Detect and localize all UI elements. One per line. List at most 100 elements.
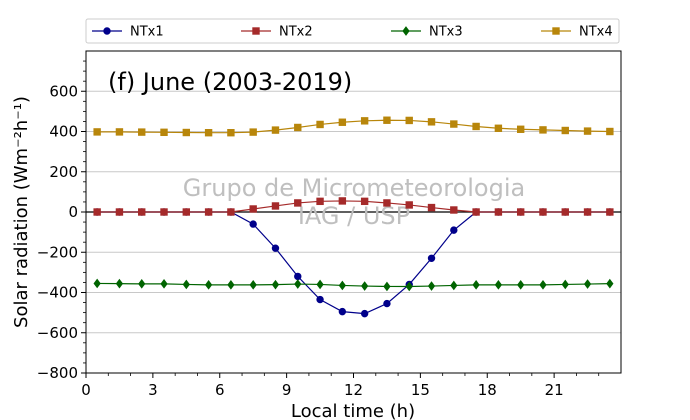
legend-frame bbox=[85, 18, 620, 44]
data-point bbox=[182, 128, 191, 137]
data-point bbox=[472, 208, 480, 216]
data-point bbox=[472, 122, 480, 131]
y-axis: −800 −600 −400 −200 0 200 400 600 bbox=[37, 60, 86, 382]
data-point bbox=[494, 124, 503, 132]
data-point bbox=[405, 281, 413, 292]
data-point bbox=[539, 126, 547, 134]
watermark-line-2: IAG / USP bbox=[298, 202, 410, 230]
series-line bbox=[97, 119, 610, 134]
data-point bbox=[227, 208, 235, 216]
data-point bbox=[93, 208, 101, 216]
data-point bbox=[583, 208, 592, 216]
data-point bbox=[561, 279, 569, 290]
data-point bbox=[450, 226, 458, 234]
data-point bbox=[405, 201, 413, 209]
data-point bbox=[160, 208, 168, 216]
x-tick-label: 6 bbox=[215, 381, 225, 399]
series-line bbox=[97, 282, 610, 288]
data-point bbox=[138, 279, 146, 289]
data-point bbox=[227, 280, 235, 290]
y-tick-label: −600 bbox=[37, 324, 78, 342]
data-point bbox=[561, 126, 569, 135]
data-point bbox=[93, 278, 101, 289]
y-tick-label: −200 bbox=[37, 243, 78, 261]
x-tick-label: 12 bbox=[344, 381, 363, 399]
legend-swatch-marker bbox=[552, 27, 560, 35]
data-point bbox=[361, 281, 369, 291]
x-tick-label: 18 bbox=[478, 381, 497, 399]
data-point bbox=[516, 208, 525, 216]
y-tick-label: 200 bbox=[49, 163, 78, 181]
data-point bbox=[182, 208, 191, 216]
legend-label: NTx2 bbox=[279, 25, 313, 40]
data-point bbox=[427, 118, 436, 126]
data-point bbox=[294, 279, 302, 289]
data-point bbox=[115, 278, 124, 289]
x-tick-label: 0 bbox=[81, 381, 91, 399]
data-point bbox=[338, 307, 347, 316]
data-point bbox=[316, 197, 324, 206]
series-line bbox=[97, 200, 610, 213]
legend-item-ntx4: NTx4 bbox=[541, 25, 613, 40]
data-point bbox=[204, 208, 213, 216]
data-point bbox=[249, 205, 257, 213]
y-tick-label: −400 bbox=[37, 284, 78, 302]
data-point bbox=[583, 279, 592, 289]
data-point bbox=[583, 127, 592, 135]
data-point bbox=[227, 129, 235, 137]
x-axis-label: Local time (h) bbox=[291, 401, 415, 420]
data-point bbox=[249, 280, 257, 290]
data-point bbox=[383, 116, 391, 124]
data-point bbox=[427, 203, 436, 212]
data-point bbox=[338, 197, 347, 205]
data-point bbox=[360, 309, 369, 318]
series-ntx2 bbox=[93, 197, 614, 216]
data-point bbox=[606, 127, 614, 136]
data-point bbox=[450, 280, 458, 291]
data-point bbox=[204, 280, 213, 290]
x-tick-label: 9 bbox=[282, 381, 292, 399]
data-point bbox=[561, 208, 569, 216]
data-point bbox=[360, 197, 369, 206]
data-point bbox=[383, 299, 391, 308]
watermark-line-1: Grupo de Micrometeorologia bbox=[183, 174, 525, 202]
data-point bbox=[271, 244, 280, 252]
data-point bbox=[182, 279, 190, 290]
x-tick-label: 15 bbox=[411, 381, 430, 399]
data-point bbox=[427, 281, 436, 291]
panel-title: (f) June (2003-2019) bbox=[108, 68, 352, 96]
data-point bbox=[249, 220, 257, 228]
data-point bbox=[138, 208, 146, 216]
data-point bbox=[383, 199, 391, 207]
data-point bbox=[294, 199, 302, 207]
data-point bbox=[539, 208, 547, 216]
data-point bbox=[271, 126, 280, 134]
legend-item-ntx1: NTx1 bbox=[92, 25, 164, 40]
data-point bbox=[450, 206, 458, 214]
data-point bbox=[138, 128, 146, 136]
data-point bbox=[271, 202, 280, 210]
data-point bbox=[204, 129, 213, 137]
legend-item-ntx2: NTx2 bbox=[241, 25, 313, 40]
y-tick-label: 600 bbox=[49, 82, 78, 100]
data-point bbox=[494, 280, 503, 290]
series-ntx3 bbox=[93, 278, 614, 292]
data-point bbox=[115, 128, 124, 136]
data-point bbox=[249, 128, 257, 136]
x-tick-label: 3 bbox=[148, 381, 158, 399]
series-layer bbox=[93, 116, 614, 318]
data-point bbox=[316, 120, 324, 129]
data-point bbox=[517, 280, 525, 290]
data-point bbox=[360, 117, 369, 125]
y-axis-label: Solar radiation (Wm⁻²h⁻¹) bbox=[11, 96, 32, 328]
data-point bbox=[160, 279, 168, 289]
plot-area: Grupo de Micrometeorologia IAG / USP (f)… bbox=[85, 50, 622, 374]
legend-item-ntx3: NTx3 bbox=[391, 25, 463, 40]
data-point bbox=[539, 280, 547, 290]
data-point bbox=[316, 295, 324, 304]
legend-label: NTx3 bbox=[429, 25, 463, 40]
data-point bbox=[405, 116, 413, 125]
legend-swatch-marker bbox=[252, 27, 260, 35]
legend-swatch-marker bbox=[402, 26, 410, 36]
